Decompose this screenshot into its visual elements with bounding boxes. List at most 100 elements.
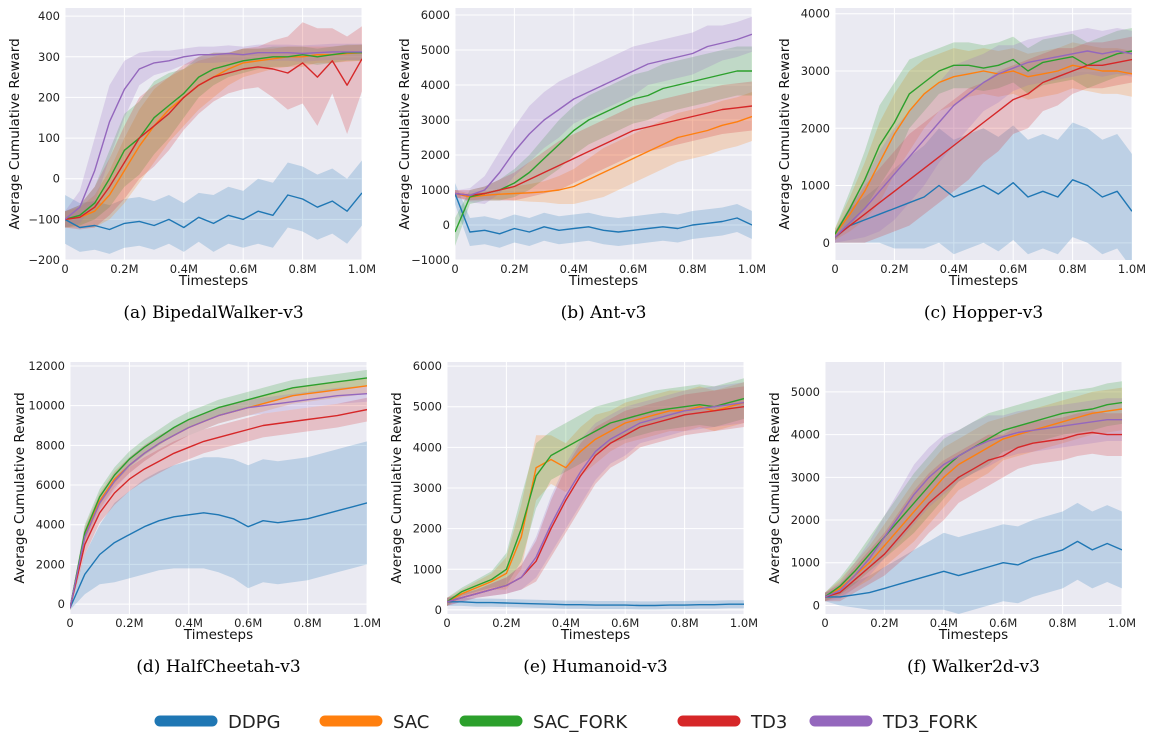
series-line-td3-fork	[835, 50, 1132, 238]
y-tick-label: 4000	[421, 78, 450, 92]
x-tick-label: 0	[443, 616, 450, 630]
band-sac	[447, 382, 744, 606]
x-tick-label: 0.8M	[1048, 616, 1076, 630]
band-sac-fork	[835, 28, 1132, 240]
x-tick-label: 0.4M	[940, 262, 968, 276]
x-tick-label: 0.8M	[288, 262, 316, 276]
x-tick-label: 0.2M	[500, 262, 528, 276]
band-ddpg	[70, 441, 367, 610]
band-sac-fork	[447, 378, 744, 606]
y-tick-label: 1000	[421, 183, 450, 197]
y-tick-label: 0	[435, 603, 442, 617]
y-axis-label: Average Cumulative Reward	[397, 38, 413, 229]
y-tick-label: 8000	[36, 438, 65, 452]
x-tick-label: 0.4M	[175, 616, 203, 630]
legend-label: SAC_FORK	[533, 712, 628, 733]
y-tick-label: 1000	[413, 562, 442, 576]
chart-panel-f: 0 0.2M 0.4M 0.6M 0.8M 1.0M 0 1000 2000 3000 4000 50…	[767, 362, 1136, 677]
x-tick-label: 0.6M	[234, 616, 262, 630]
x-axis-label: Timesteps	[568, 273, 638, 289]
subplot-caption: (f) Walker2d-v3	[907, 657, 1040, 677]
y-axis-label: Average Cumulative Reward	[777, 38, 793, 229]
y-tick-label: 200	[38, 90, 60, 104]
x-tick-label: 0.6M	[989, 616, 1017, 630]
series-line-td3	[70, 408, 367, 609]
band-sac-fork	[825, 381, 1122, 602]
x-tick-label: 0	[66, 616, 73, 630]
y-tick-label: 300	[38, 50, 60, 64]
band-td3	[65, 22, 362, 230]
subplot-caption: (a) BipedalWalker-v3	[123, 303, 303, 323]
x-tick-label: 0	[821, 616, 828, 630]
chart-panel-e: 0 0.2M 0.4M 0.6M 0.8M 1.0M 0 1000 2000 3000 4000 50…	[389, 359, 758, 677]
plot-area	[835, 28, 1132, 260]
band-ddpg	[825, 502, 1122, 614]
series-line-td3	[835, 58, 1132, 238]
series-line-td3	[825, 431, 1122, 598]
y-tick-label: −200	[28, 253, 60, 267]
series-line-td3	[65, 58, 362, 221]
y-tick-label: 6000	[421, 8, 450, 22]
y-tick-label: 1000	[801, 179, 830, 193]
band-td3	[825, 411, 1122, 602]
y-tick-label: 0	[58, 597, 65, 611]
band-td3-fork	[825, 398, 1122, 602]
legend-label: TD3	[750, 712, 787, 733]
legend-label: TD3_FORK	[882, 712, 978, 733]
band-sac	[65, 44, 362, 228]
subplot-caption: (b) Ant-v3	[561, 303, 647, 323]
band-ddpg	[447, 597, 744, 610]
series-line-sac	[455, 115, 752, 198]
x-tick-label: 0.2M	[110, 262, 138, 276]
y-axis-label: Average Cumulative Reward	[389, 392, 405, 583]
x-tick-label: 0	[831, 262, 838, 276]
band-td3-fork	[455, 16, 752, 204]
subplot-caption: (d) HalfCheetah-v3	[136, 657, 300, 677]
plot-area	[447, 378, 744, 610]
series-line-td3	[455, 105, 752, 197]
y-tick-label: 2000	[801, 121, 830, 135]
x-axis-label: Timesteps	[948, 273, 1018, 289]
legend-item-td3: TD3	[677, 712, 787, 733]
series-line-ddpg	[825, 540, 1122, 598]
x-tick-label: 0.2M	[115, 616, 143, 630]
y-tick-label: −100	[28, 212, 60, 226]
plot-area	[455, 16, 752, 248]
x-tick-label: 0.8M	[1058, 262, 1086, 276]
y-tick-label: 3000	[413, 481, 442, 495]
series-line-td3-fork	[70, 393, 367, 609]
legend-label: SAC	[393, 712, 429, 733]
y-tick-label: 400	[38, 9, 60, 23]
x-tick-label: 0.4M	[552, 616, 580, 630]
y-tick-label: 3000	[801, 64, 830, 78]
y-tick-label: 5000	[421, 43, 450, 57]
x-tick-label: 1.0M	[1108, 616, 1136, 630]
x-tick-label: 0.8M	[670, 616, 698, 630]
band-sac-fork	[455, 46, 752, 246]
subplot-caption: (e) Humanoid-v3	[523, 657, 667, 677]
y-tick-label: 2000	[36, 557, 65, 571]
plot-area	[70, 369, 367, 610]
y-tick-label: 12000	[28, 359, 65, 373]
y-tick-label: 2000	[791, 513, 820, 527]
x-tick-label: 0.4M	[170, 262, 198, 276]
series-line-sac-fork	[65, 52, 362, 221]
series-line-td3-fork	[65, 51, 362, 220]
y-tick-label: 0	[443, 218, 450, 232]
x-tick-label: 1.0M	[353, 616, 381, 630]
x-tick-label: 0.6M	[619, 262, 647, 276]
band-ddpg	[65, 160, 362, 254]
plot-area	[825, 381, 1122, 614]
series-line-ddpg	[65, 192, 362, 231]
x-tick-label: 1.0M	[348, 262, 376, 276]
y-tick-label: 2000	[421, 148, 450, 162]
band-td3	[455, 81, 752, 201]
y-tick-label: 100	[38, 131, 60, 145]
y-tick-label: 5000	[791, 385, 820, 399]
series-line-sac-fork	[835, 50, 1132, 235]
series-line-td3-fork	[455, 33, 752, 197]
y-tick-label: 1000	[791, 556, 820, 570]
x-tick-label: 1.0M	[730, 616, 758, 630]
x-tick-label: 1.0M	[738, 262, 766, 276]
x-tick-label: 0.4M	[560, 262, 588, 276]
